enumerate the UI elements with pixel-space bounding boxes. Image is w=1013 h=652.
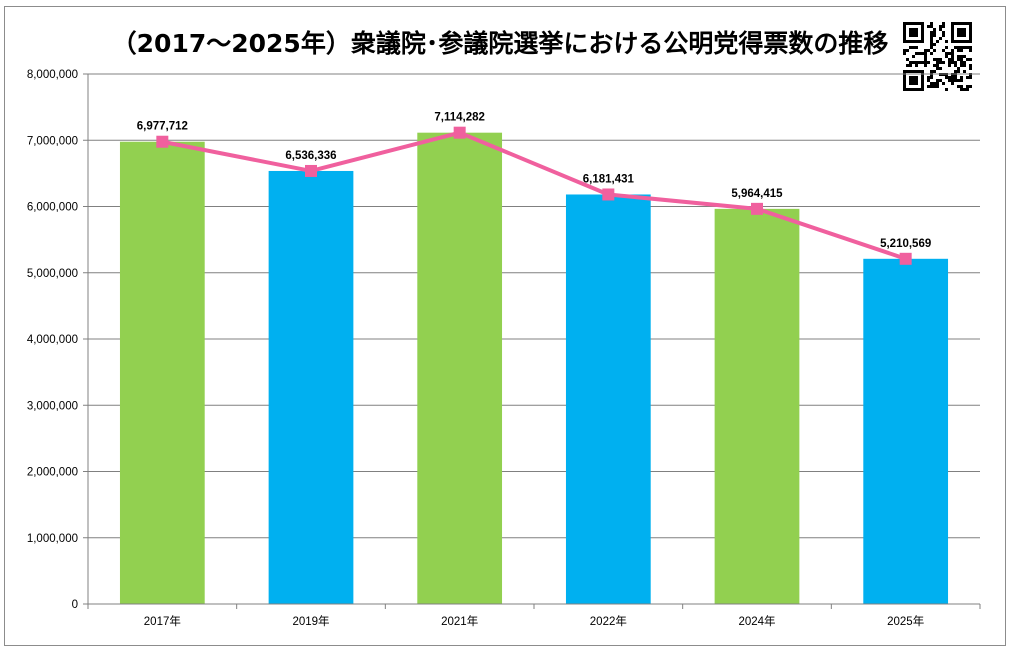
y-tick-label: 6,000,000 — [27, 202, 78, 214]
x-tick-label: 2025年 — [887, 614, 924, 628]
grid-lines — [83, 73, 980, 605]
qr-code-icon — [903, 22, 972, 91]
y-tick-label: 3,000,000 — [27, 400, 78, 412]
bar-2019年 — [268, 170, 354, 604]
y-tick-label: 5,000,000 — [27, 268, 78, 280]
line-marker — [453, 126, 466, 139]
y-tick-label: 4,000,000 — [27, 334, 78, 346]
x-tick-label: 2017年 — [144, 614, 181, 628]
data-label: 5,964,415 — [731, 188, 783, 200]
bar-2021年 — [417, 132, 503, 604]
data-label: 6,536,336 — [285, 150, 336, 162]
y-tick-label: 8,000,000 — [27, 69, 78, 81]
bar-2025年 — [863, 258, 949, 604]
chart-title: （2017～2025年）衆議院･参議院選挙における公明党得票数の推移 — [112, 29, 889, 58]
x-tick-label: 2022年 — [590, 614, 627, 628]
data-label: 6,977,712 — [137, 121, 188, 133]
bar-2017年 — [119, 141, 205, 605]
data-label: 5,210,569 — [880, 238, 931, 250]
y-tick-label: 7,000,000 — [27, 135, 78, 147]
x-tick-label: 2021年 — [441, 614, 478, 628]
y-tick-label: 1,000,000 — [27, 533, 78, 545]
trend-line — [156, 126, 912, 265]
line-marker — [156, 135, 169, 148]
axes — [87, 74, 981, 609]
bar-2024年 — [714, 208, 800, 604]
x-axis-ticks: 2017年 2019年 2021年 2022年 2024年 2025年 — [144, 614, 924, 628]
trend-line-path — [161, 130, 907, 261]
y-axis-ticks: 0 1,000,000 2,000,000 3,000,000 4,000,000 5,0… — [27, 69, 78, 611]
y-tick-label: 0 — [72, 599, 78, 611]
data-label: 6,181,431 — [583, 173, 635, 185]
x-tick-label: 2019年 — [292, 614, 329, 628]
data-label: 7,114,282 — [434, 112, 485, 124]
line-marker — [899, 252, 912, 265]
y-tick-label: 2,000,000 — [27, 467, 78, 479]
data-labels: 6,977,712 6,536,336 7,114,282 6,181,431 5,96… — [137, 112, 932, 250]
bar-2022年 — [565, 194, 651, 604]
line-marker — [305, 164, 317, 177]
x-tick-label: 2024年 — [738, 614, 775, 628]
line-marker — [602, 188, 615, 201]
line-marker — [751, 202, 763, 215]
bars — [119, 132, 949, 605]
